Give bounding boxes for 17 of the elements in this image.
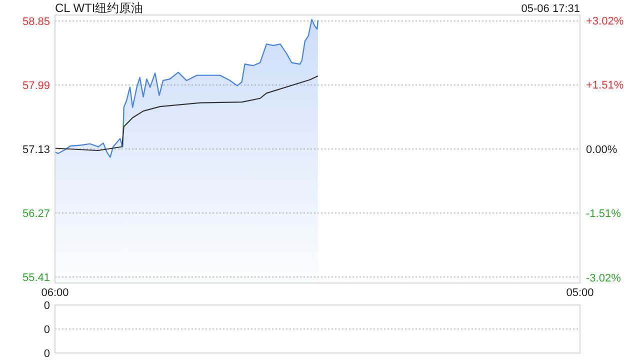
y-tick-label: 58.85 [22,16,50,28]
y2-tick-label: +1.51% [586,80,624,92]
y2-tick-label: 0.00% [586,144,618,156]
x-tick-label: 06:00 [41,287,69,299]
y2-tick-label: -3.02% [586,272,622,284]
text: 05-06 17:31 [521,3,580,15]
y-tick-label: 57.99 [22,80,50,92]
x-tick-label: 05:00 [566,287,594,299]
y-tick-label: 57.13 [22,144,50,156]
text: 0 [44,300,50,312]
text: 0 [44,348,50,360]
y-tick-label: 56.27 [22,208,50,220]
y-tick-label: 55.41 [22,272,50,284]
y2-tick-label: -1.51% [586,208,622,220]
text: 0 [44,324,50,336]
y2-tick-label: +3.02% [586,15,624,28]
chart-title: CL WTI纽约原油 [55,1,144,15]
